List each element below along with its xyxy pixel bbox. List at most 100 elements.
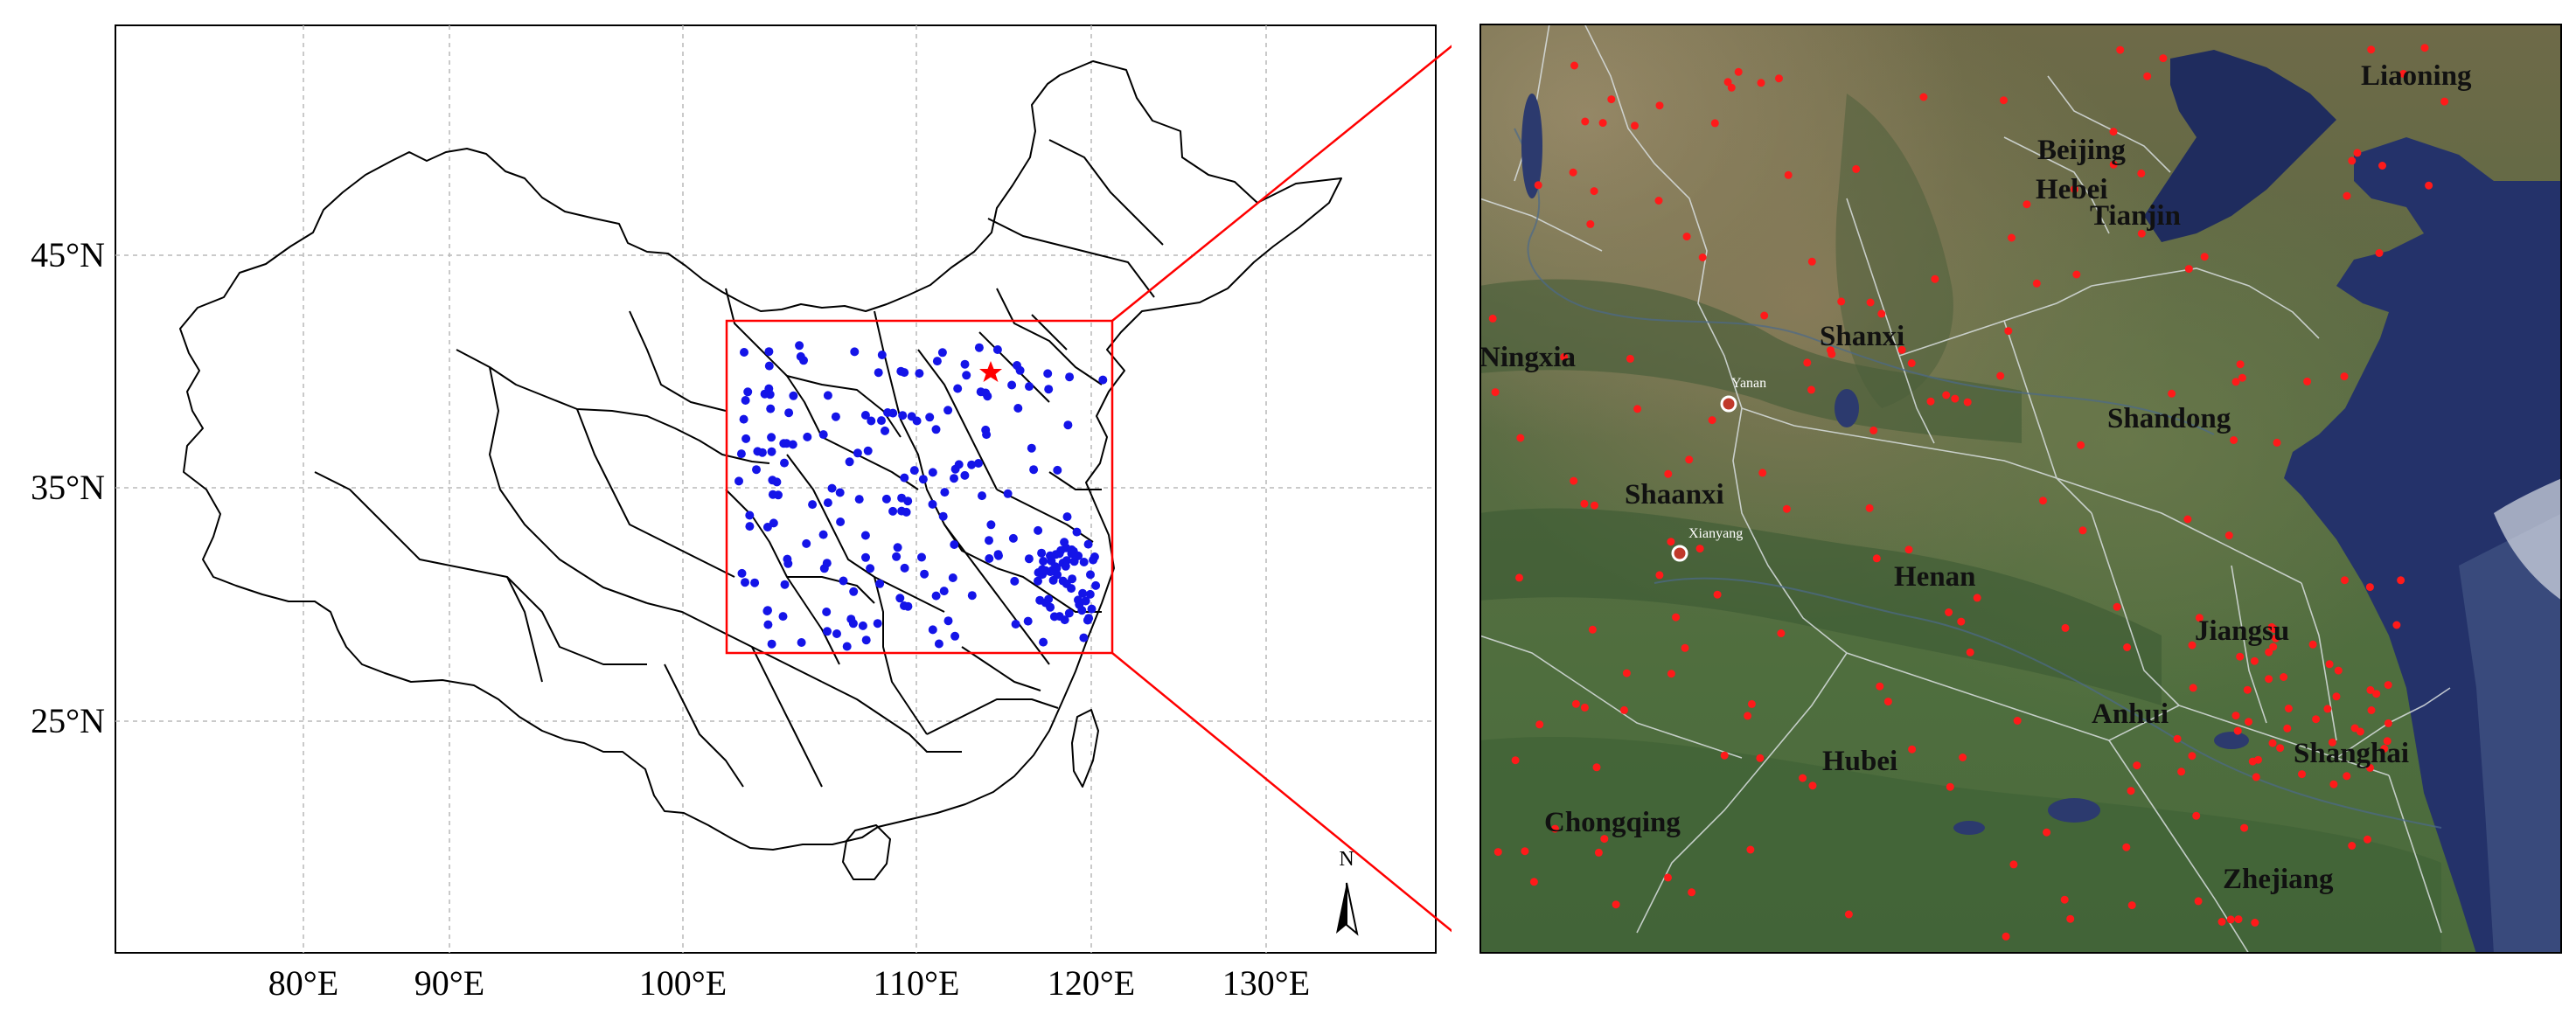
station-dot-red bbox=[1667, 670, 1675, 678]
station-dot bbox=[938, 511, 948, 521]
station-dot-red bbox=[1926, 397, 1935, 406]
north-china-satellite-map: Yanan Xianyang Liaoning Beijing Hebei Ti… bbox=[1479, 24, 2562, 954]
station-dot bbox=[986, 520, 996, 530]
station-dot-red bbox=[2243, 685, 2252, 694]
station-dot bbox=[863, 446, 873, 455]
station-dot-red bbox=[2238, 373, 2246, 382]
station-dot bbox=[900, 563, 909, 573]
station-dot bbox=[762, 607, 772, 615]
station-dot bbox=[1044, 594, 1054, 604]
zoom-connector-bottom bbox=[1111, 652, 1452, 933]
station-dot-red bbox=[2060, 895, 2069, 904]
station-dot-red bbox=[1807, 385, 1815, 394]
station-dot-red bbox=[2332, 692, 2341, 701]
station-dot-red bbox=[2113, 602, 2121, 611]
station-dot-red bbox=[1591, 501, 1598, 510]
station-dot bbox=[767, 639, 776, 649]
station-dot-red bbox=[1682, 233, 1691, 241]
station-dot-red bbox=[2183, 515, 2192, 524]
station-dot-red bbox=[1516, 434, 1525, 442]
station-dot-red bbox=[1681, 643, 1689, 652]
station-dot bbox=[736, 449, 746, 459]
station-dot-red bbox=[1664, 469, 1673, 478]
station-dot-red bbox=[2032, 279, 2041, 288]
station-dot bbox=[888, 506, 898, 516]
station-dot bbox=[1003, 489, 1013, 498]
station-dot-red bbox=[2194, 897, 2203, 906]
station-dot-red bbox=[1866, 298, 1875, 307]
station-dot-red bbox=[1664, 873, 1672, 882]
station-dot-red bbox=[1560, 352, 1569, 361]
station-dot-red bbox=[1488, 314, 1497, 323]
station-dot-red bbox=[2234, 915, 2243, 924]
station-dot-red bbox=[1695, 545, 1704, 553]
station-dot-red bbox=[2233, 726, 2242, 735]
station-dot bbox=[1044, 385, 1054, 394]
station-dot bbox=[836, 517, 846, 526]
station-dot-red bbox=[1844, 910, 1853, 919]
city-yanan: Yanan bbox=[1720, 376, 1766, 413]
station-dot-red bbox=[1872, 554, 1881, 563]
station-dot bbox=[928, 468, 937, 477]
station-dot-red bbox=[2137, 169, 2146, 177]
province-label-zhejiang: Zhejiang bbox=[2223, 864, 2334, 895]
station-dot-red bbox=[2366, 763, 2374, 772]
station-dot bbox=[982, 430, 992, 440]
station-dot-red bbox=[1758, 469, 1767, 477]
station-dot-red bbox=[2127, 901, 2136, 910]
station-dot-red bbox=[2425, 181, 2433, 190]
station-dot bbox=[954, 460, 964, 469]
station-dot-red bbox=[1865, 504, 1874, 512]
province-label-anhui: Anhui bbox=[2092, 698, 2169, 730]
station-dot-red bbox=[1493, 848, 1502, 857]
station-dot bbox=[1085, 589, 1095, 599]
station-dot bbox=[920, 569, 929, 579]
station-dot-red bbox=[2334, 666, 2343, 675]
station-dot bbox=[985, 536, 993, 545]
station-dot-red bbox=[1688, 888, 1696, 897]
station-dot-red bbox=[1580, 703, 1589, 712]
station-dot-red bbox=[1631, 122, 1639, 130]
north-arrow: N bbox=[1336, 848, 1359, 936]
station-dot bbox=[839, 576, 848, 586]
station-dot bbox=[1037, 548, 1047, 558]
station-dot-red bbox=[1592, 763, 1601, 772]
station-dot-red bbox=[2343, 772, 2351, 781]
station-dot bbox=[822, 559, 832, 568]
station-dot-red bbox=[2308, 640, 2317, 649]
station-dot-red bbox=[2372, 690, 2381, 698]
station-dot bbox=[918, 475, 928, 484]
station-dot-red bbox=[1756, 754, 1765, 762]
station-dot-red bbox=[1946, 782, 1954, 791]
province-label-shanghai: Shanghai bbox=[2294, 738, 2409, 769]
station-dot-red bbox=[1852, 164, 1861, 173]
station-dot bbox=[842, 642, 852, 651]
station-dot-red bbox=[2284, 705, 2293, 712]
station-dot-red bbox=[1672, 613, 1681, 622]
station-dot bbox=[827, 483, 837, 493]
station-dot bbox=[854, 495, 864, 504]
station-dot bbox=[850, 347, 860, 357]
station-dot bbox=[832, 629, 841, 638]
station-dot-red bbox=[1713, 590, 1722, 599]
station-dot-red bbox=[2217, 918, 2226, 926]
station-dot-red bbox=[2184, 265, 2193, 274]
station-dot bbox=[925, 413, 935, 422]
station-dot-red bbox=[2268, 739, 2277, 747]
station-dot bbox=[735, 476, 743, 486]
north-arrow-label: N bbox=[1339, 848, 1354, 871]
station-dot bbox=[917, 552, 926, 562]
station-dot bbox=[1029, 465, 1039, 475]
station-dot-red bbox=[2383, 737, 2392, 746]
station-dot-red bbox=[2254, 755, 2262, 764]
station-dot bbox=[1062, 543, 1071, 552]
station-dot bbox=[932, 357, 942, 366]
station-dot bbox=[782, 439, 791, 448]
province-label-shaanxi: Shaanxi bbox=[1625, 479, 1724, 510]
station-dot bbox=[950, 540, 959, 549]
station-dot-red bbox=[2231, 712, 2240, 720]
province-label-tianjin: Tianjin bbox=[2090, 200, 2181, 232]
station-dot-red bbox=[1799, 774, 1807, 782]
station-dot-red bbox=[2399, 69, 2408, 78]
station-dot-red bbox=[2273, 438, 2281, 447]
